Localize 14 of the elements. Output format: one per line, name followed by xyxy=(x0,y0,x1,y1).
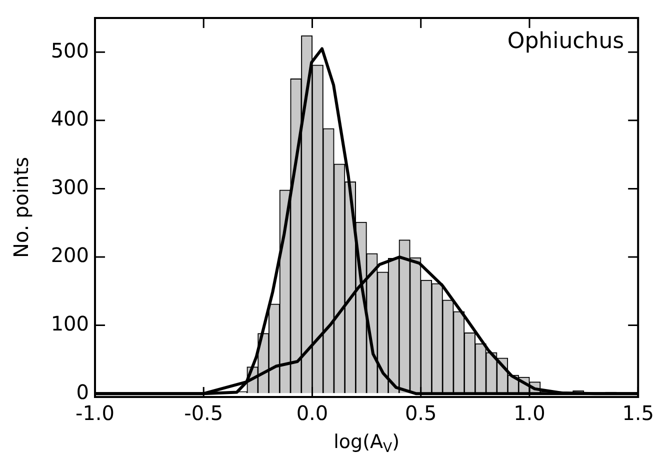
y-tick-label: 100 xyxy=(50,312,89,336)
x-tick-label: 1.5 xyxy=(622,401,654,426)
x-tick-label: 0.0 xyxy=(296,401,328,426)
y-tick-label: 500 xyxy=(50,38,89,62)
y-tick-label: 0 xyxy=(76,380,89,404)
x-tick-label: -1.0 xyxy=(75,401,115,426)
x-tick-label: -0.5 xyxy=(184,401,224,426)
y-tick-label: 400 xyxy=(50,106,89,131)
x-tick-label: 1.0 xyxy=(514,401,546,426)
y-tick-label: 200 xyxy=(50,243,89,268)
y-tick-label: 300 xyxy=(50,174,89,199)
x-tick-label: 0.5 xyxy=(404,401,437,426)
y-axis-title: No. points xyxy=(9,156,33,258)
text: Ophiuchus xyxy=(507,29,624,54)
